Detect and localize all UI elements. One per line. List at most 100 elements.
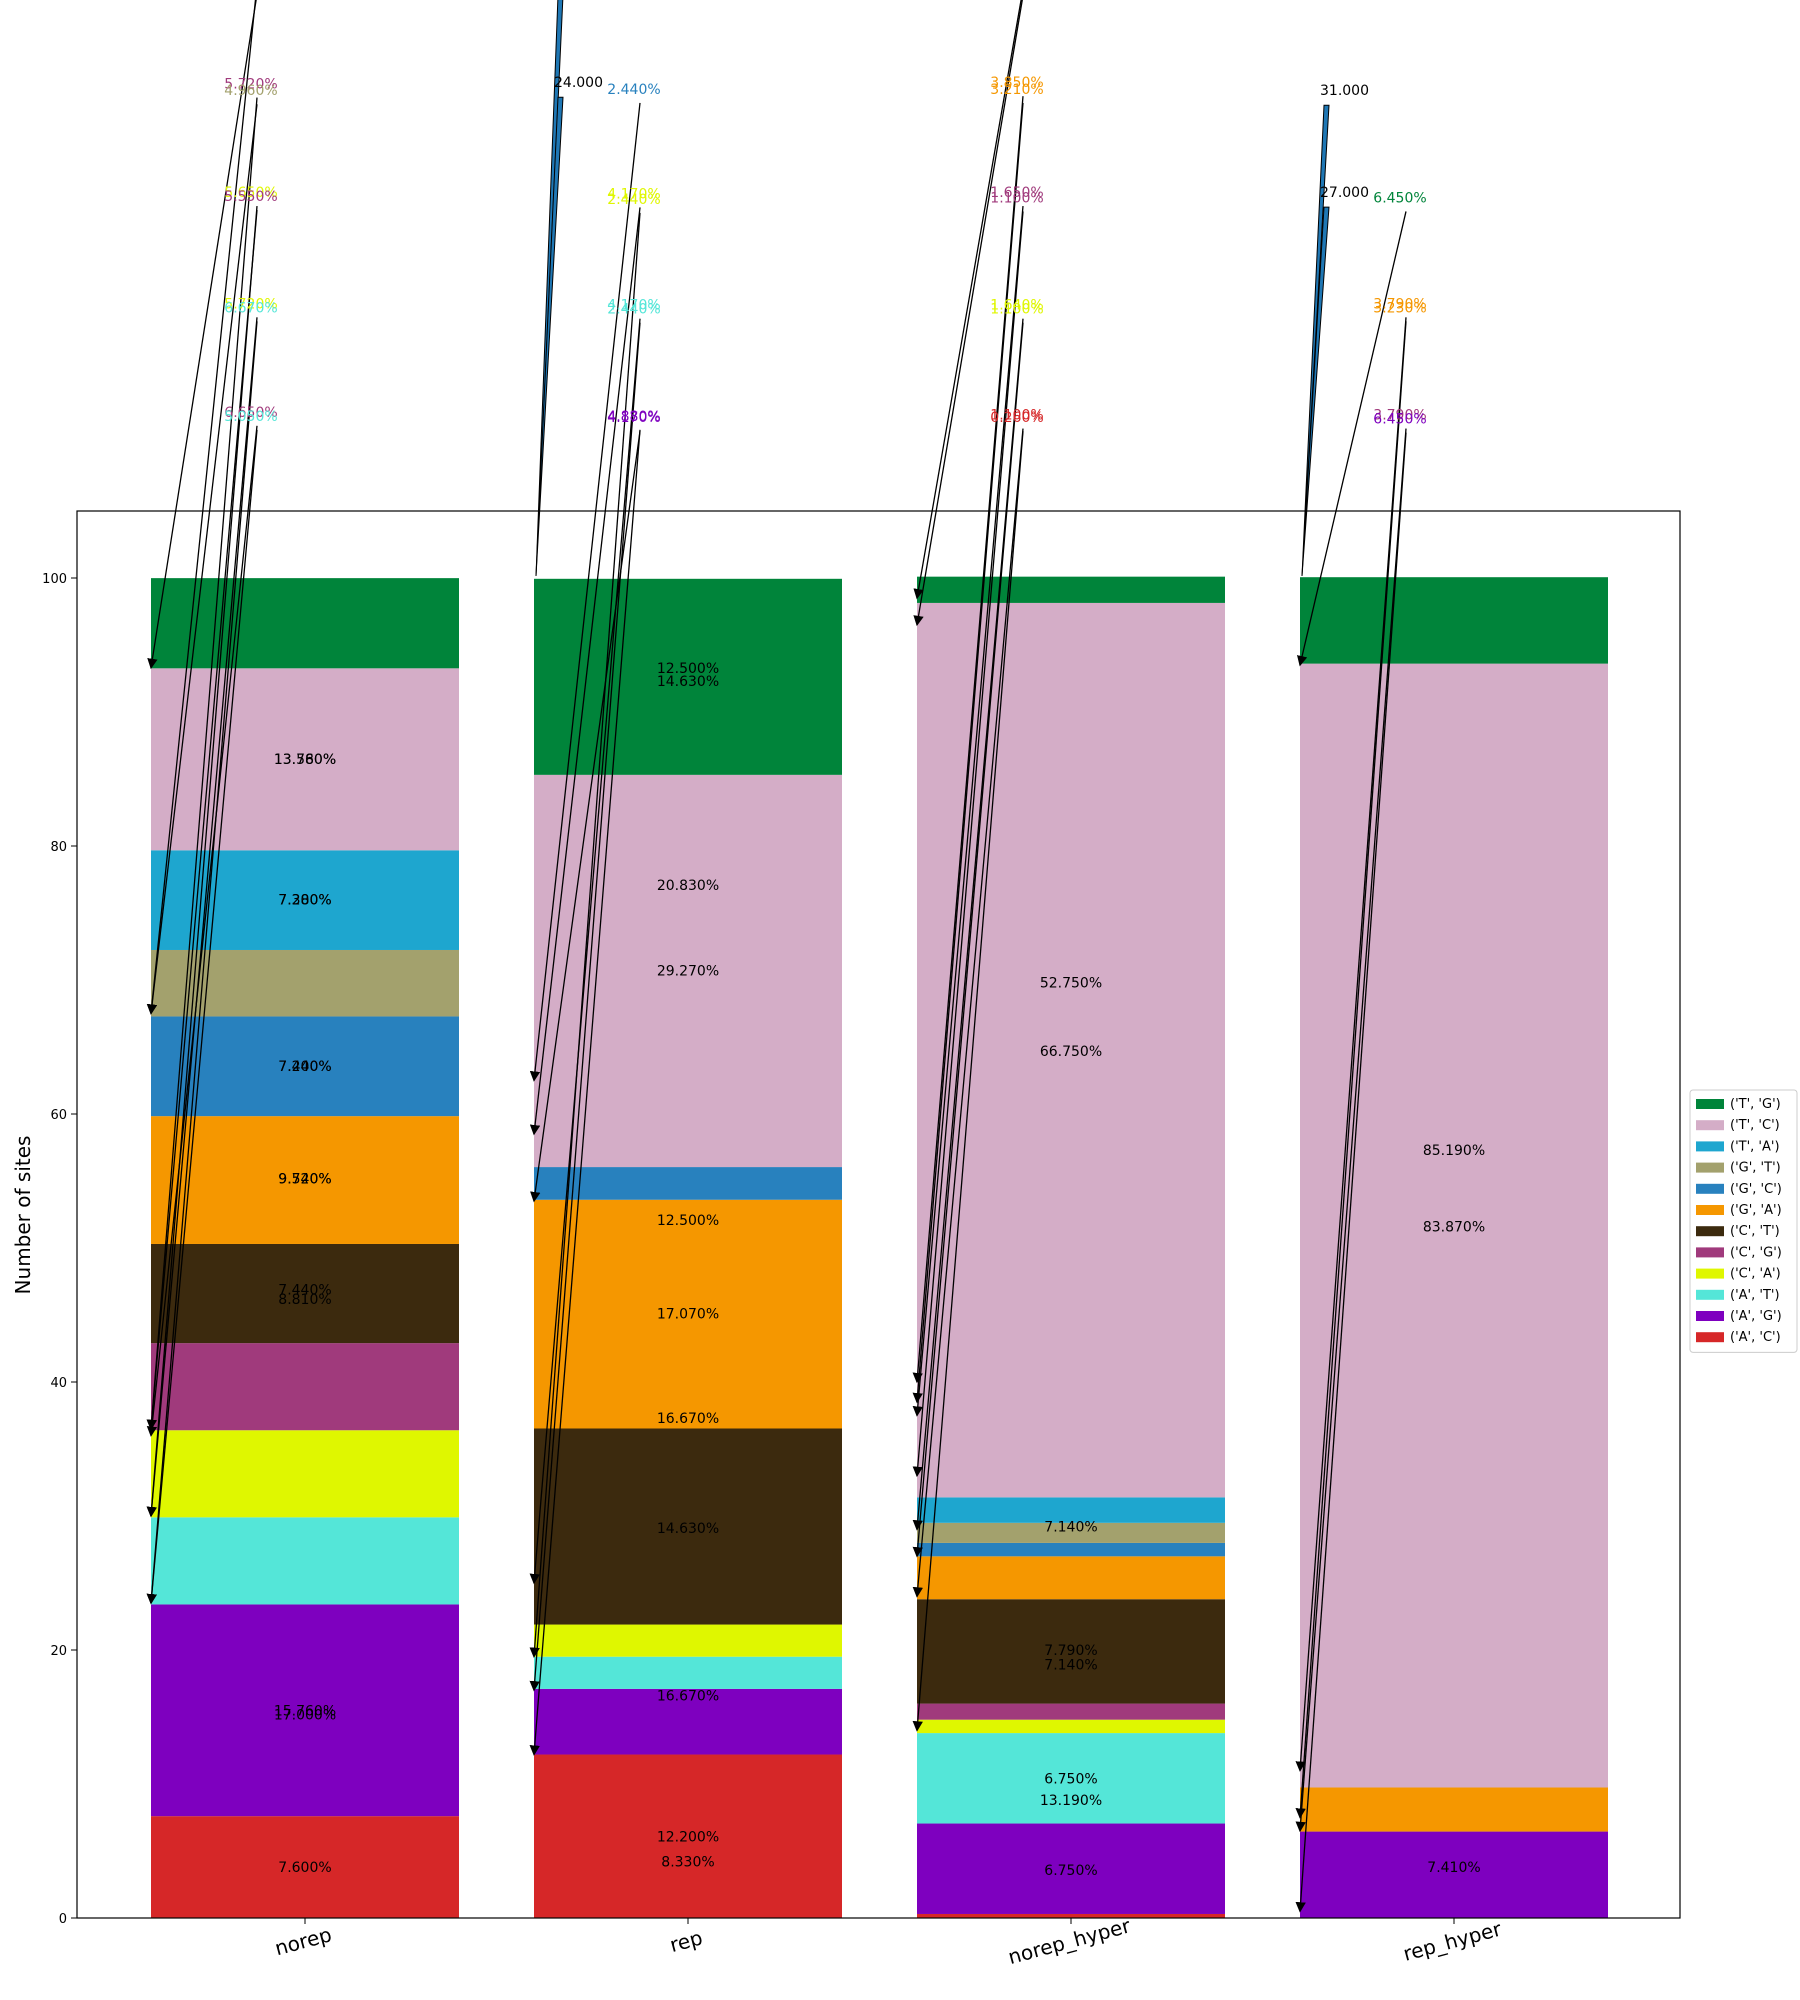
legend: ('T', 'G') ('T', 'C') ('T', 'A') ('G', 'T')… [1689, 1089, 1798, 1353]
bar-segment-norep_hyper-3 [917, 1719, 1225, 1734]
bar-label-norep_hyper-28: 7.140% [1044, 1658, 1097, 1674]
x-tick-label-rep_hyper: rep_hyper [1401, 1916, 1505, 1965]
bar-label-rep-21: 16.670% [657, 1689, 719, 1705]
legend-swatch-2 [1696, 1141, 1724, 1152]
annotation-arrow-rep-17 [529, 429, 641, 1756]
bar-label-norep-11: 17.000% [274, 1707, 336, 1723]
annotation-label-norep-9: 5.050% [224, 409, 277, 425]
annotation-label-rep_hyper-35: 6.450% [1373, 412, 1426, 428]
x-tick-label-rep: rep [667, 1925, 705, 1957]
annotation-label-rep_hyper-33: 3.230% [1373, 300, 1426, 316]
x-axis: norep rep norep_hyper rep_hyper [272, 1913, 1504, 1969]
annotation-label-rep-14: 2.440% [607, 192, 660, 208]
annotation-arrow-norep-4 [146, 206, 258, 1518]
legend-label-1: ('T', 'C') [1730, 1118, 1780, 1133]
legend-label-11: ('A', 'C') [1730, 1330, 1781, 1345]
bar-label-norep_hyper-24: 52.750% [1040, 976, 1102, 992]
bar-segment-norep-3 [151, 1430, 459, 1518]
bar-label-norep_hyper-27: 7.790% [1044, 1643, 1097, 1659]
bar-segment-norep-6 [151, 1116, 459, 1244]
bar-segment-norep-2 [151, 1517, 459, 1605]
annotation-label-norep_hyper-28: 0.260% [990, 410, 1043, 426]
bar-segment-norep_hyper-6 [917, 1556, 1225, 1600]
annotation-arrow-norep-3 [146, 104, 258, 1015]
bar-label-rep_hyper-34: 7.410% [1427, 1860, 1480, 1876]
legend-swatch-5 [1696, 1205, 1724, 1215]
bar-segment-norep_hyper-4 [917, 1703, 1225, 1720]
legend-label-5: ('G', 'A') [1730, 1203, 1782, 1218]
y-tick-label: 80 [50, 840, 67, 855]
bar-label-norep-7: 9.720% [278, 1171, 331, 1187]
annotation-label-rep-13: 4.170% [607, 186, 660, 202]
bar-label-norep_hyper-30: 13.190% [1040, 1793, 1102, 1809]
annotation-arrow-norep-1 [147, 0, 257, 670]
annotation-label-norep_hyper-26: 1.100% [990, 302, 1043, 318]
bar-segment-norep_hyper-11 [917, 576, 1225, 603]
bar-label-rep_hyper-33: 83.870% [1423, 1220, 1485, 1236]
annotation-label-rep-15: 4.170% [607, 298, 660, 314]
annotation-arrow-rep_hyper-31 [1297, 211, 1407, 667]
bar-segment-norep_hyper-0 [917, 1913, 1225, 1918]
bar-label-rep-14: 14.630% [657, 674, 719, 690]
bar-segment-rep_hyper-11 [1300, 577, 1608, 664]
annotation-label-rep_hyper-30: 27.000 [1320, 185, 1369, 201]
annotation-label-norep-4: 5.650% [224, 185, 277, 201]
count-arrow-rep_hyper-30 [1301, 206, 1330, 577]
annotation-arrow-norep-9 [146, 429, 258, 1605]
annotation-label-norep_hyper-23: 1.650% [990, 185, 1043, 201]
bar-segment-norep_hyper-5 [917, 1599, 1225, 1704]
bar-label-norep-6: 9.540% [278, 1171, 331, 1187]
bar-label-rep-13: 12.500% [657, 661, 719, 677]
bar-label-norep_hyper-25: 66.750% [1040, 1044, 1102, 1060]
annotation-arrow-norep_hyper-26 [912, 322, 1024, 1558]
bar-segment-norep_hyper-1 [917, 1823, 1225, 1914]
legend-swatch-6 [1696, 1226, 1724, 1237]
annotation-arrow-rep_hyper-33 [1295, 321, 1407, 1819]
count-arrow-rep-11 [535, 96, 564, 577]
bar-label-rep_hyper-32: 85.190% [1423, 1143, 1485, 1159]
annotation-label-norep_hyper-22: 3.210% [990, 82, 1043, 98]
annotation-arrow-norep-8 [146, 425, 258, 1437]
bar-segment-rep-6 [534, 1199, 842, 1429]
bar-segment-rep_hyper-10 [1300, 663, 1608, 1788]
bar-segment-rep-0 [534, 1754, 842, 1918]
y-tick-label: 40 [50, 1376, 67, 1391]
bar-label-norep-1: 13.760% [274, 752, 336, 768]
x-tick-label-norep: norep [272, 1922, 334, 1960]
bar-label-rep-20: 14.630% [657, 1521, 719, 1537]
legend-label-6: ('C', 'T') [1730, 1224, 1780, 1239]
annotation-label-norep_hyper-21: 3.850% [990, 75, 1043, 91]
bar-segment-rep-5 [534, 1428, 842, 1625]
annotation-label-rep-12: 2.440% [607, 82, 660, 98]
x-tick-label-norep_hyper: norep_hyper [1006, 1913, 1134, 1969]
annotation-arrow-rep_hyper-35 [1295, 432, 1407, 1913]
bar-segment-rep-7 [534, 1167, 842, 1200]
bar-label-norep-0: 13.580% [274, 752, 336, 768]
annotation-arrow-rep_hyper-32 [1295, 317, 1407, 1772]
bar-label-rep-15: 20.830% [657, 878, 719, 894]
bar-segment-rep-2 [534, 1656, 842, 1689]
bar-segment-norep-11 [151, 578, 459, 669]
legend-swatch-0 [1696, 1099, 1724, 1109]
bar-segment-norep_hyper-2 [917, 1733, 1225, 1824]
bar-label-norep_hyper-31: 6.750% [1044, 1863, 1097, 1879]
bar-segment-rep_hyper-6 [1300, 1787, 1608, 1832]
annotation-arrow-norep-5 [146, 210, 258, 1431]
legend-swatch-11 [1696, 1332, 1724, 1343]
annotation-label-rep-11: 24.000 [554, 75, 603, 91]
bar-label-norep-4: 7.440% [278, 1059, 331, 1075]
plot-frame [76, 510, 1681, 1919]
bar-segment-norep-8 [151, 949, 459, 1017]
annotation-arrow-rep-15 [529, 318, 641, 1585]
annotation-label-rep-17: 4.880% [607, 409, 660, 425]
bar-label-rep-22: 12.200% [657, 1829, 719, 1845]
annotation-arrow-norep_hyper-23 [912, 206, 1024, 1417]
bar-label-rep-19: 16.670% [657, 1411, 719, 1427]
bar-label-norep-9: 8.810% [278, 1292, 331, 1308]
legend-label-10: ('A', 'G') [1730, 1309, 1782, 1324]
annotation-label-norep-5: 5.550% [224, 189, 277, 205]
bar-segment-norep-4 [151, 1343, 459, 1431]
legend-swatch-4 [1696, 1183, 1724, 1194]
bar-segment-norep-1 [151, 1604, 459, 1817]
